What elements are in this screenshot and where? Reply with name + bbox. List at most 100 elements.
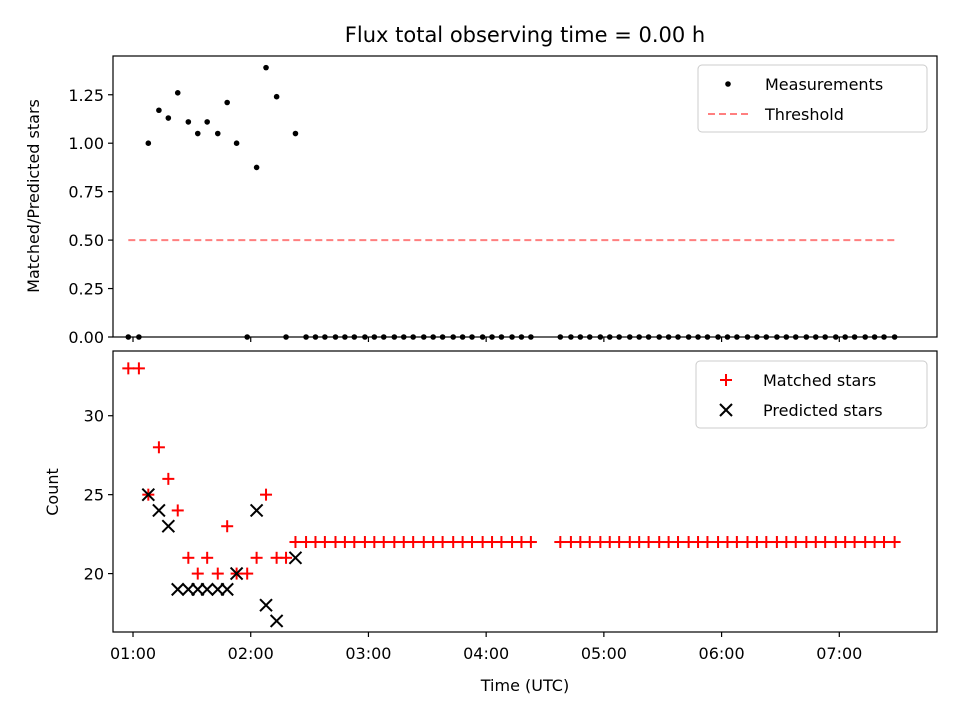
matched-stars-point-1 [132, 362, 145, 375]
predicted-stars-point-6 [200, 582, 214, 597]
matched-stars-point-51 [642, 536, 655, 549]
matched-stars-point-45 [583, 536, 596, 549]
matched-stars-point-9 [211, 567, 224, 580]
matched-stars-point-42 [554, 536, 567, 549]
legend-threshold-label: Threshold [764, 105, 844, 124]
matched-stars-point-69 [819, 536, 832, 549]
top-legend-box [697, 64, 928, 133]
measurements-point-9 [214, 130, 221, 137]
predicted-stars-point-11 [259, 598, 273, 612]
matched-stars-point-16 [280, 551, 293, 564]
matched-stars-point-29 [407, 536, 420, 549]
matched-stars-point-17 [289, 536, 302, 549]
bottom-legend: Matched stars Predicted stars [695, 360, 928, 429]
matched-stars-point-6 [182, 551, 195, 564]
legend-measurements-marker [725, 81, 731, 87]
chart-title: Flux total observing time = 0.00 h [345, 23, 705, 47]
bottom-legend-box [695, 360, 928, 429]
matched-stars-point-3 [152, 441, 165, 454]
measurements-point-11 [233, 140, 240, 147]
matched-stars-point-12 [241, 567, 254, 580]
legend-matched-marker [720, 374, 732, 386]
measurements-point-10 [224, 99, 230, 106]
y-tick-label: 0.50 [68, 231, 104, 250]
matched-stars-point-23 [348, 536, 361, 549]
measurements-point-3 [156, 107, 162, 114]
legend-measurements-label: Measurements [765, 75, 883, 94]
matched-stars-point-72 [848, 536, 861, 549]
measurements-point-6 [185, 119, 192, 125]
matched-stars-point-57 [701, 536, 714, 549]
x-tick-label: 04:00 [463, 644, 509, 663]
measurements-point-13 [253, 164, 260, 171]
legend-matched-label: Matched stars [763, 371, 876, 390]
matched-stars-point-38 [495, 536, 508, 549]
y-tick-label: 30 [84, 407, 104, 426]
measurements-point-14 [263, 64, 269, 71]
y-tick-label: 25 [84, 486, 104, 505]
matched-stars-point-66 [789, 536, 802, 549]
matched-stars-point-20 [318, 536, 331, 549]
legend-predicted-label: Predicted stars [763, 401, 883, 420]
matched-stars-point-26 [377, 536, 390, 549]
top-legend: Measurements Threshold [697, 64, 928, 133]
measurements-point-4 [165, 115, 172, 121]
predicted-stars-point-7 [211, 582, 225, 597]
matched-stars-point-75 [878, 536, 891, 549]
y-tick-label: 1.00 [68, 134, 104, 153]
matched-stars-point-14 [260, 488, 273, 501]
matched-stars-point-48 [613, 536, 626, 549]
x-tick-label: 05:00 [581, 644, 627, 663]
matched-stars-point-76 [888, 536, 901, 549]
predicted-stars-point-1 [152, 503, 166, 518]
matched-stars-point-13 [250, 551, 263, 564]
x-tick-label: 06:00 [699, 644, 745, 663]
matched-stars-point-54 [672, 536, 685, 549]
top-y-axis-label: Matched/Predicted stars [24, 99, 43, 293]
legend-predicted-marker [719, 403, 733, 417]
y-tick-label: 0.25 [68, 280, 104, 299]
matched-stars-point-7 [191, 567, 204, 580]
x-tick-label: 02:00 [228, 644, 274, 663]
matched-stars-point-63 [760, 536, 773, 549]
predicted-stars-point-5 [191, 582, 205, 597]
bottom-panel: Count Time (UTC) 01:00 02:00 03:00 04:00 05:… [43, 350, 938, 695]
top-axes-frame [112, 55, 938, 338]
predicted-stars-point-8 [220, 582, 234, 597]
measurements-point-8 [204, 119, 210, 125]
matched-stars-point-8 [201, 551, 214, 564]
matched-stars-point-4 [162, 472, 175, 485]
x-tick-label: 01:00 [110, 644, 156, 663]
bottom-y-axis-label: Count [43, 468, 62, 516]
measurements-point-17 [292, 130, 299, 137]
y-tick-label: 0.75 [68, 183, 104, 202]
measurements-point-7 [194, 130, 201, 137]
matched-stars-point-41 [524, 536, 537, 549]
matched-stars-point-35 [466, 536, 479, 549]
predicted-stars-point-4 [181, 582, 196, 597]
matched-stars-point-32 [436, 536, 449, 549]
measurements-point-15 [273, 93, 280, 100]
predicted-stars-point-3 [171, 582, 185, 597]
top-panel: Flux total observing time = 0.00 h Match… [24, 23, 938, 347]
predicted-stars-point-0 [141, 487, 156, 502]
predicted-stars-point-12 [269, 614, 284, 628]
x-axis-label: Time (UTC) [480, 676, 569, 695]
measurements-point-5 [174, 90, 181, 96]
y-tick-label: 20 [84, 565, 104, 584]
y-tick-label: 0.00 [68, 328, 104, 347]
matched-stars-point-60 [730, 536, 743, 549]
x-tick-label: 07:00 [816, 644, 862, 663]
predicted-stars-point-10 [249, 503, 264, 518]
matched-stars-point-10 [221, 520, 234, 533]
matched-stars-point-5 [171, 504, 184, 517]
predicted-stars-point-13 [288, 551, 303, 565]
bottom-axes-frame [112, 350, 938, 633]
bottom-plot-area: 01:00 02:00 03:00 04:00 05:00 06:00 07:00 20 25 3… [84, 362, 901, 663]
x-tick-label: 03:00 [345, 644, 391, 663]
measurements-point-2 [145, 140, 152, 147]
predicted-stars-point-9 [229, 566, 244, 581]
predicted-stars-point-2 [161, 519, 176, 533]
matched-stars-point-0 [122, 362, 135, 375]
